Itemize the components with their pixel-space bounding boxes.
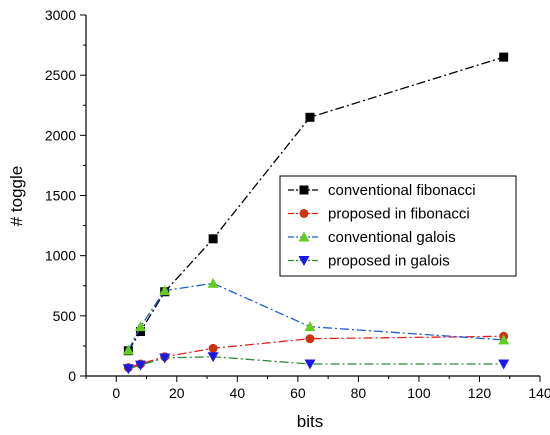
x-tick-label: 20 xyxy=(169,385,185,401)
legend-marker xyxy=(299,209,309,218)
data-point xyxy=(304,359,316,370)
legend-marker xyxy=(299,185,309,195)
data-point xyxy=(305,334,315,344)
x-tick-label: 0 xyxy=(112,385,120,401)
plot-area xyxy=(122,52,510,375)
data-point xyxy=(122,344,134,355)
y-tick-label: 0 xyxy=(68,368,76,384)
legend-marker xyxy=(298,231,310,242)
series-conventional-galois xyxy=(122,277,510,355)
y-tick-label: 500 xyxy=(53,308,77,324)
data-point xyxy=(498,334,510,345)
data-point xyxy=(122,364,134,375)
legend-label: proposed in galois xyxy=(328,253,450,270)
x-tick-label: 140 xyxy=(528,385,550,401)
x-axis-title: bits xyxy=(297,412,323,431)
data-point xyxy=(134,360,146,371)
data-point xyxy=(159,285,171,296)
legend-item: conventional galois xyxy=(288,229,456,246)
data-point xyxy=(208,343,218,353)
data-point xyxy=(304,321,316,332)
series-line xyxy=(127,282,504,351)
series-proposed-in-galois xyxy=(122,352,510,375)
series-line xyxy=(128,356,504,370)
x-tick-label: 120 xyxy=(468,385,492,401)
data-point xyxy=(135,326,145,336)
y-tick-label: 3000 xyxy=(45,7,76,23)
y-axis-title: # toggle xyxy=(7,166,26,227)
x-tick-label: 40 xyxy=(230,385,246,401)
x-tick-label: 60 xyxy=(290,385,306,401)
data-point xyxy=(499,52,509,62)
legend-box xyxy=(279,175,517,277)
data-point xyxy=(305,112,315,122)
series-line xyxy=(128,335,504,369)
data-point xyxy=(207,277,219,288)
legend-label: conventional fibonacci xyxy=(328,182,476,199)
data-point xyxy=(208,234,218,244)
data-point xyxy=(134,321,146,332)
data-point xyxy=(498,359,510,370)
data-point xyxy=(159,353,171,364)
x-tick-label: 100 xyxy=(407,385,431,401)
legend-marker xyxy=(298,256,310,266)
axes: 0 20 40 60 80 100 120 140 0 500 1000 1500 2000 2500 30… xyxy=(45,7,550,401)
series-proposed-in-fibonacci xyxy=(123,331,509,373)
y-tick-label: 2500 xyxy=(45,67,76,83)
x-tick-label: 80 xyxy=(351,385,367,401)
legend-item: proposed in fibonacci xyxy=(288,206,470,223)
legend-item: conventional fibonacci xyxy=(288,182,476,199)
legend-label: proposed in fibonacci xyxy=(328,206,470,223)
y-tick-label: 2000 xyxy=(45,127,76,143)
y-tick-label: 1500 xyxy=(45,188,76,204)
y-tick-label: 1000 xyxy=(45,248,76,264)
data-point xyxy=(207,352,219,363)
legend-item: proposed in galois xyxy=(288,253,450,270)
legend-label: conventional galois xyxy=(328,229,456,246)
legend: conventional fibonacci proposed in fibona… xyxy=(279,175,517,277)
